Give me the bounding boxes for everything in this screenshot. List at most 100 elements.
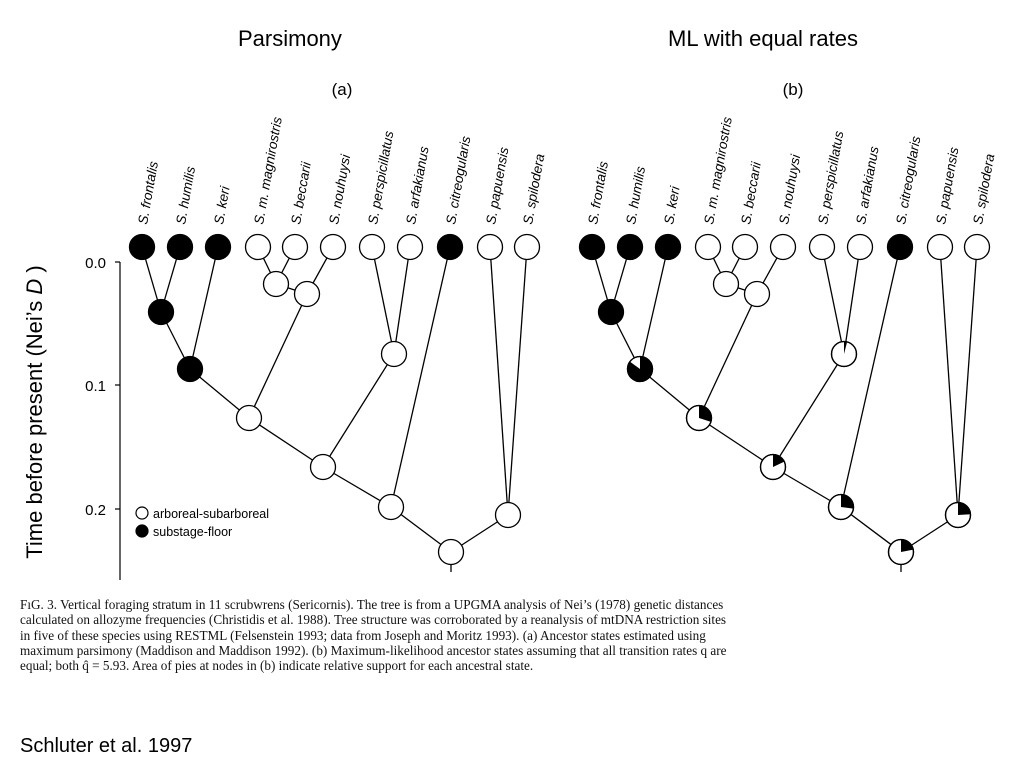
ancestor-node-outline	[830, 340, 858, 368]
tree-branch	[248, 293, 308, 419]
ancestor-pie-wedge	[958, 502, 971, 515]
ancestor-pie-wedge	[844, 341, 848, 354]
tip-node	[731, 233, 759, 261]
tree-branch	[939, 246, 959, 516]
ancestor-node-outline	[944, 501, 972, 529]
phylogeny-figure: Time before present (Nei’s D ) 0.0 0.1 0…	[22, 80, 997, 580]
slide-title-parsimony: Parsimony	[238, 26, 342, 51]
ancestor-node	[743, 280, 771, 308]
tip-node	[166, 233, 194, 261]
tip-node	[808, 233, 836, 261]
species-label: S. nouhuysi	[776, 152, 803, 225]
caption-line: FıG. 3. Vertical foraging stratum in 11 …	[20, 597, 724, 612]
tree-branch	[489, 246, 509, 516]
tip-node	[963, 233, 991, 261]
tree-branch	[507, 246, 528, 516]
species-label: S. arfakianus	[403, 145, 431, 225]
ancestor-node	[380, 340, 408, 368]
figure-caption: FıG. 3. Vertical foraging stratum in 11 …	[20, 597, 995, 673]
tree-branch	[393, 246, 411, 355]
ancestor-node	[235, 404, 263, 432]
species-label: S. perspicillatus	[815, 130, 846, 226]
panel-a-label: (a)	[332, 80, 353, 99]
legend-open-circle	[135, 506, 149, 520]
tree-branch	[322, 353, 395, 468]
tree-branch	[957, 246, 978, 516]
caption-line: equal; both q̂ = 5.93. Area of pies at n…	[20, 658, 534, 674]
tree-panel-parsimony: S. frontalis S. humilis S. keri S. m. magni…	[128, 116, 547, 572]
tip-node	[281, 233, 309, 261]
ancestor-node-outline	[685, 404, 713, 432]
species-label: S. frontalis	[135, 160, 161, 226]
tree-branch	[639, 246, 669, 370]
ancestor-pie-wedge	[901, 539, 914, 552]
ancestor-node	[494, 501, 522, 529]
tree-branch	[371, 246, 395, 355]
tip-node	[578, 233, 606, 261]
y-axis-ticks	[115, 261, 120, 510]
ancestor-node-outline	[827, 493, 855, 521]
ancestor-node	[176, 355, 204, 383]
legend: arboreal-subarboreal substage-floor	[135, 506, 269, 539]
tree-branch	[772, 353, 845, 468]
tip-node	[654, 233, 682, 261]
species-label: S. spilodera	[970, 152, 997, 225]
legend-label: substage-floor	[153, 525, 232, 539]
ancestor-node	[712, 270, 740, 298]
y-tick-label: 0.2	[85, 502, 106, 519]
caption-line: calculated on allozyme frequencies (Chri…	[20, 612, 727, 628]
ancestor-node	[147, 298, 175, 326]
y-tick-label: 0.1	[85, 378, 106, 395]
tree-branch	[821, 246, 845, 355]
tip-node	[358, 233, 386, 261]
species-label: S. keri	[211, 184, 233, 225]
ancestor-pie-wedge	[627, 356, 653, 382]
tree-branch	[698, 293, 758, 419]
species-label: S. humilis	[623, 165, 648, 225]
y-axis-label: Time before present (Nei’s D )	[22, 265, 47, 558]
tree-branch	[390, 246, 451, 508]
tip-node	[244, 233, 272, 261]
tip-node	[846, 233, 874, 261]
tip-node	[769, 233, 797, 261]
tip-node	[204, 233, 232, 261]
tree-branch	[189, 246, 219, 370]
species-label: S. keri	[661, 184, 683, 225]
ancestor-node-outline	[759, 453, 787, 481]
tip-node	[513, 233, 541, 261]
legend-filled-circle	[135, 524, 149, 538]
ancestor-pie-wedge	[699, 405, 712, 422]
species-label: S. papuensis	[483, 146, 511, 226]
ancestor-node-outline	[887, 538, 915, 566]
citation: Schluter et al. 1997	[20, 735, 193, 757]
species-label: S. citreogularis	[893, 135, 923, 226]
ancestor-pie-wedge	[773, 454, 785, 467]
caption-line: in five of these species using RESTML (F…	[20, 627, 706, 643]
tree-branch	[248, 417, 324, 468]
species-label: S. papuensis	[933, 146, 961, 226]
ancestor-node-outline	[626, 355, 654, 383]
tip-node	[886, 233, 914, 261]
species-label: S. arfakianus	[853, 145, 881, 225]
species-label: S. humilis	[173, 165, 198, 225]
legend-label: arboreal-subarboreal	[153, 507, 269, 521]
species-label: S. beccarii	[738, 160, 764, 226]
species-label: S. m. magnirostris	[251, 116, 285, 226]
ancestor-node	[377, 493, 405, 521]
caption-line: maximum parsimony (Maddison and Maddison…	[20, 642, 727, 658]
species-label: S. perspicillatus	[365, 130, 396, 226]
tree-panel-ml: S. frontalis S. humilis S. keri S. m. magni…	[578, 116, 997, 572]
tree-branch	[698, 417, 774, 468]
species-label: S. beccarii	[288, 160, 314, 226]
panel-b-label: (b)	[783, 80, 804, 99]
species-label: S. citreogularis	[443, 135, 473, 226]
species-label: S. nouhuysi	[326, 152, 353, 225]
tip-node	[396, 233, 424, 261]
tip-node	[616, 233, 644, 261]
tip-node	[926, 233, 954, 261]
ancestor-node	[293, 280, 321, 308]
tip-node	[128, 233, 156, 261]
ancestor-pie-wedge	[841, 494, 854, 509]
species-label: S. spilodera	[520, 152, 547, 225]
